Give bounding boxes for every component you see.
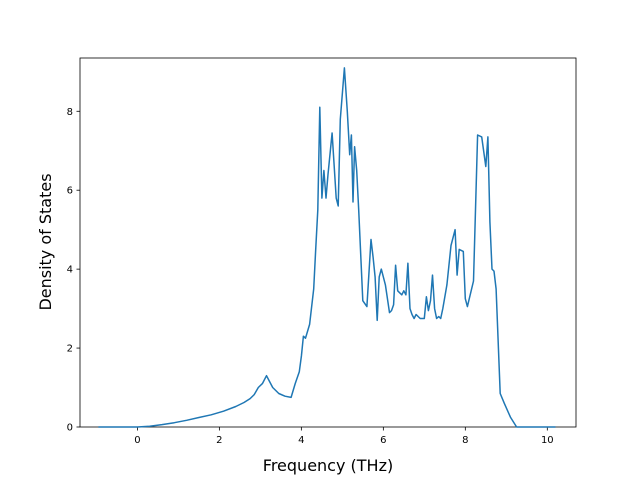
x-axis-ticks: 0 2 4 6 8 10 <box>134 427 554 446</box>
x-tick-label: 4 <box>298 435 304 446</box>
y-tick-label: 6 <box>67 186 73 197</box>
x-tick-label: 2 <box>216 435 222 446</box>
plot-area <box>79 57 577 428</box>
x-axis-label: Frequency (THz) <box>263 456 393 475</box>
y-tick-label: 2 <box>67 344 73 355</box>
x-tick-label: 10 <box>541 435 554 446</box>
x-tick-label: 8 <box>462 435 468 446</box>
y-tick-label: 0 <box>67 423 73 434</box>
x-tick-label: 6 <box>380 435 386 446</box>
y-tick-label: 4 <box>67 265 73 276</box>
x-tick-label: 0 <box>134 435 140 446</box>
dos-line <box>98 67 556 428</box>
series-layer <box>98 67 556 428</box>
y-axis-label: Density of States <box>36 173 55 310</box>
y-tick-label: 8 <box>67 107 73 118</box>
axes-frame <box>79 57 577 428</box>
y-axis-ticks: 0 2 4 6 8 <box>67 107 80 434</box>
